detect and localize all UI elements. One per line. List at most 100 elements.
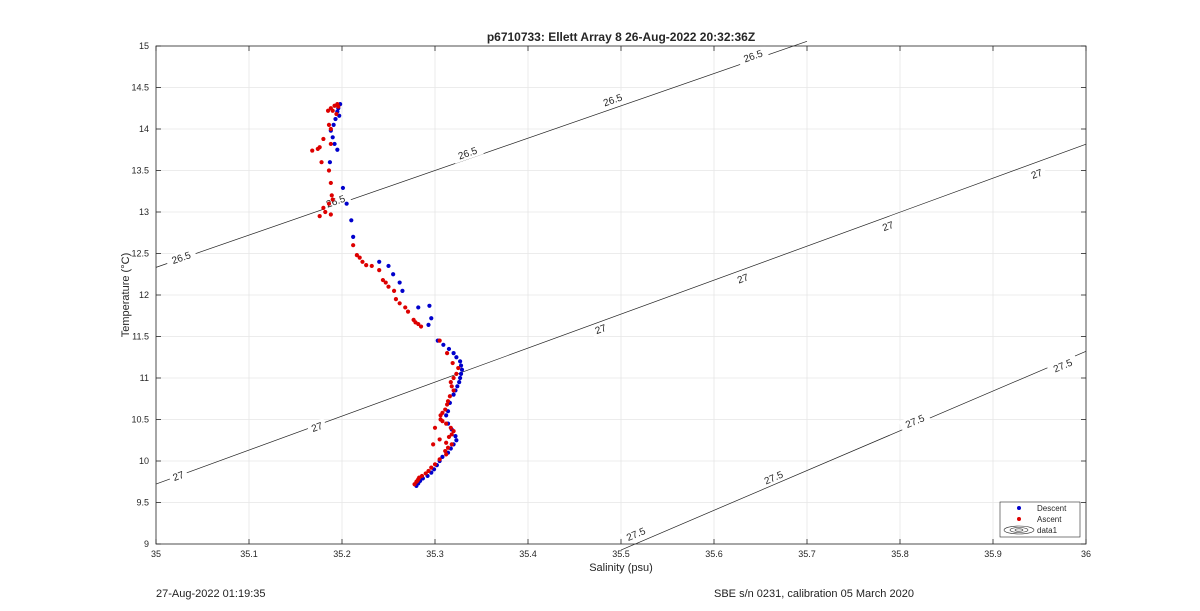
y-tick-label: 10.5 — [131, 415, 149, 425]
ascent-point — [380, 277, 386, 283]
y-tick-label: 9.5 — [136, 498, 149, 508]
ascent-point — [444, 440, 449, 445]
y-tick-label: 12.5 — [131, 249, 149, 259]
ascent-point — [326, 168, 332, 173]
y-tick-label: 9 — [144, 539, 149, 549]
contour-label-text: 27 — [310, 421, 325, 435]
ascent-point — [328, 126, 333, 132]
ascent-point — [437, 437, 442, 442]
ascent-point — [444, 421, 449, 426]
ascent-point — [405, 309, 411, 314]
ascent-point — [357, 255, 362, 260]
ascent-point — [451, 375, 456, 381]
ascent-point — [326, 201, 332, 206]
ascent-point — [391, 288, 397, 293]
contour-label-text: 27 — [881, 220, 896, 234]
descent-point — [427, 303, 432, 308]
contour-label-mask — [732, 269, 754, 288]
contour-label-mask — [1046, 354, 1079, 377]
contour-label-mask — [590, 320, 612, 338]
ascent-point — [443, 407, 448, 412]
contour-label-mask — [319, 190, 352, 212]
ascent-point — [426, 468, 431, 474]
ascent-point — [330, 108, 335, 113]
contour-label-mask — [451, 142, 484, 164]
ascent-point — [364, 263, 369, 268]
descent-point — [426, 322, 431, 327]
ascent-point — [412, 482, 417, 487]
contour-label: 27 — [306, 418, 328, 436]
descent-point — [459, 367, 465, 372]
y-tick-label: 13 — [139, 207, 149, 217]
contour-label-text: 27 — [594, 323, 609, 337]
ascent-point — [418, 324, 424, 329]
descent-point — [330, 135, 335, 140]
contour-label-text: 27 — [172, 470, 187, 484]
legend-ascent-label: Ascent — [1037, 515, 1062, 524]
x-tick-label: 35.3 — [426, 549, 444, 559]
ascent-point — [448, 380, 453, 385]
legend: Descent Ascent data1 — [999, 501, 1081, 538]
ascent-point — [330, 197, 335, 202]
ascent-point — [325, 108, 331, 113]
contour-label-mask — [757, 466, 790, 490]
descent-point — [458, 363, 464, 368]
ascent-point — [328, 212, 333, 217]
y-tick-label: 15 — [139, 41, 149, 51]
descent-point — [377, 259, 382, 264]
axis-ticks: 35 35.1 35.2 35.3 35.4 35.5 35.6 35.7 35.8 35.9 36… — [131, 41, 1091, 559]
legend-descent-marker — [1017, 506, 1021, 510]
descent-point — [391, 272, 396, 277]
contour-label: 27 — [590, 320, 612, 338]
ascent-point — [360, 259, 365, 264]
contour-label: 27 — [732, 269, 754, 288]
contour-label: 27 — [1026, 165, 1048, 183]
descent-point — [400, 288, 405, 293]
descent-point — [416, 305, 421, 310]
ascent-point — [449, 432, 454, 437]
contour-label-text: 27 — [736, 272, 751, 286]
ascent-point — [431, 442, 436, 447]
y-tick-label: 10 — [139, 456, 149, 466]
legend-descent-label: Descent — [1037, 504, 1067, 513]
descent-point — [453, 434, 458, 439]
y-tick-label: 11 — [140, 373, 149, 383]
ascent-point — [328, 180, 333, 186]
x-tick-label: 36 — [1081, 549, 1091, 559]
x-tick-label: 35.8 — [891, 549, 909, 559]
contour-label-mask — [736, 45, 770, 67]
legend-data1-label: data1 — [1037, 526, 1058, 535]
ascent-point — [445, 445, 451, 450]
ascent-point — [317, 214, 322, 219]
ascent-point — [429, 465, 434, 470]
ascent-point — [334, 111, 339, 117]
ascent-point — [332, 103, 337, 108]
contour-label-mask — [596, 89, 629, 111]
descent-point — [327, 160, 333, 165]
ascent-point — [326, 122, 332, 127]
contour-label-mask — [619, 522, 653, 546]
x-tick-label: 35.9 — [984, 549, 1002, 559]
contour-label: 27 — [167, 467, 189, 485]
chart-title: p6710733: Ellett Array 8 26-Aug-2022 20:… — [487, 30, 755, 44]
descent-point — [333, 116, 338, 122]
descent-point — [457, 380, 462, 385]
descent-point — [429, 316, 434, 321]
ascent-point — [315, 146, 320, 152]
ascent-point — [448, 425, 453, 430]
descent-point — [331, 122, 336, 127]
descent-point — [451, 392, 456, 397]
ascent-point — [437, 338, 442, 343]
ascent-point — [446, 434, 452, 440]
descent-point — [332, 141, 337, 147]
ascent-point — [438, 413, 443, 418]
footer-calibration: SBE s/n 0231, calibration 05 March 2020 — [714, 588, 914, 600]
contour-line — [620, 350, 1087, 551]
contour-label: 27 — [877, 217, 899, 235]
ascent-point — [386, 284, 391, 289]
descent-point — [451, 351, 456, 356]
descent-point — [440, 454, 445, 459]
ascent-point — [336, 104, 341, 109]
descent-point — [340, 185, 346, 191]
